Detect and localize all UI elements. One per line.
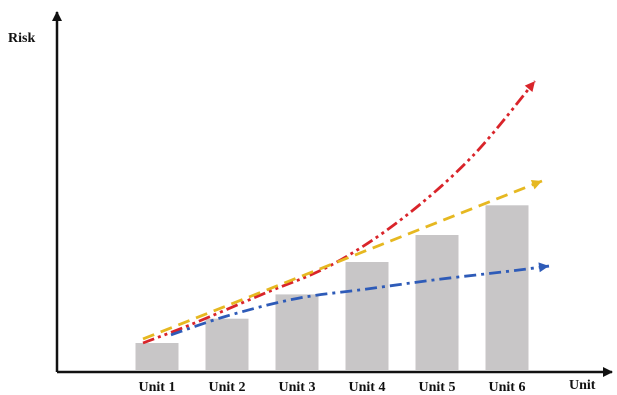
x-tick-label-2: Unit 2: [209, 380, 246, 395]
trend-line-1-arrowhead: [524, 81, 535, 92]
trend-line-3-arrowhead: [538, 262, 549, 273]
x-tick-label-3: Unit 3: [279, 380, 316, 395]
x-tick-label-5: Unit 5: [419, 380, 456, 395]
tick-labels-group: Unit 1 Unit 2 Unit 3 Unit 4 Unit 5 Unit 6: [139, 380, 526, 395]
bar-4: [345, 262, 389, 370]
trend-lines-group: [142, 80, 550, 345]
bar-5: [415, 235, 459, 370]
bar-3: [275, 294, 319, 370]
trend-line-2-arrowhead: [530, 180, 542, 190]
x-tick-label-4: Unit 4: [349, 380, 386, 395]
x-axis-label: Unit: [569, 378, 596, 393]
trend-line-2: [142, 179, 543, 341]
x-tick-label-6: Unit 6: [489, 380, 526, 395]
x-tick-label-1: Unit 1: [139, 380, 176, 395]
bars-group: [135, 205, 529, 370]
y-axis-label: Risk: [8, 31, 35, 46]
trend-line-1: [142, 80, 537, 345]
bar-1: [135, 343, 179, 370]
trend-line-3: [170, 264, 550, 337]
bar-2: [205, 318, 249, 370]
bar-6: [485, 205, 529, 370]
